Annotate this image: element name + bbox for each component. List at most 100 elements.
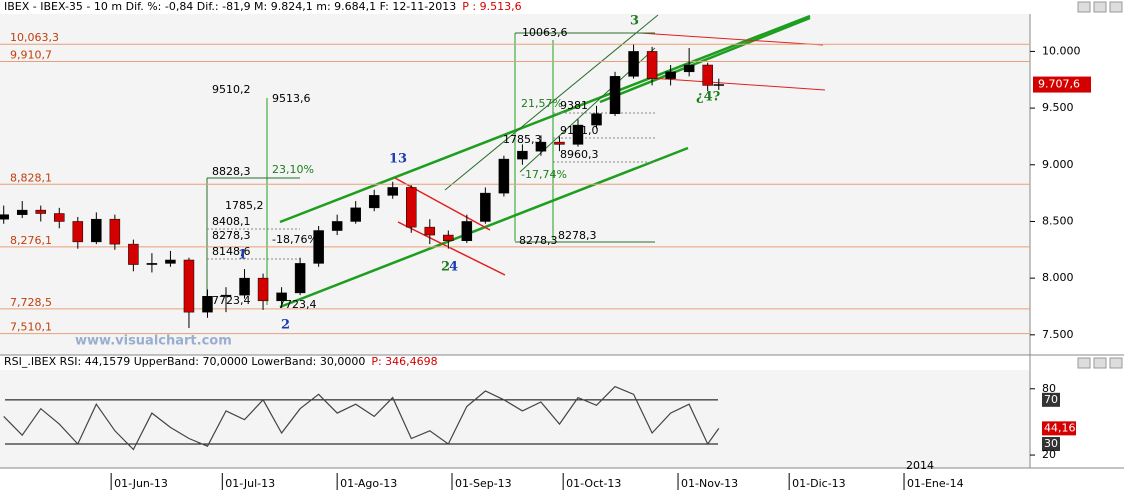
rsi-panel xyxy=(0,370,1030,468)
candle-body xyxy=(517,150,528,160)
y-tick-label: 7.500 xyxy=(1042,328,1074,341)
candle-body xyxy=(294,263,306,294)
candle-body xyxy=(0,214,9,220)
x-tick-label: 01-Ago-13 xyxy=(340,477,397,490)
y-tick-label: 9.500 xyxy=(1042,101,1074,114)
candle-body xyxy=(183,259,195,313)
button[interactable] xyxy=(1109,1,1123,13)
annotation: 3 xyxy=(630,14,639,29)
last-price-box xyxy=(1033,76,1091,93)
button[interactable] xyxy=(1093,1,1107,13)
annotation: 10063,6 xyxy=(522,26,568,39)
annotation: ¿4? xyxy=(696,90,721,105)
annotation: 9513,6 xyxy=(272,92,311,105)
candle-body xyxy=(387,187,398,196)
x-tick-label: 01-Dic-13 xyxy=(792,477,846,490)
trendline xyxy=(279,14,811,224)
annotation: 9510,2 xyxy=(212,83,251,96)
candle-body xyxy=(406,187,417,228)
candle-body xyxy=(72,221,84,243)
button[interactable] xyxy=(1077,357,1091,369)
y-tick-label: 20 xyxy=(1042,448,1056,461)
level-label: 8,276,1 xyxy=(10,234,52,247)
trendline xyxy=(599,16,811,104)
candle-body xyxy=(591,113,602,126)
candle-body xyxy=(713,84,725,86)
annotation: 8408,1 xyxy=(212,215,251,228)
candle-body xyxy=(554,141,565,145)
band-box xyxy=(1042,392,1060,407)
last-value-label: 44,16 xyxy=(1044,421,1076,434)
candle-body xyxy=(165,259,176,264)
x-tick-label: 01-Jul-13 xyxy=(225,477,275,490)
candle-body xyxy=(350,207,361,222)
band-label: 70 xyxy=(1044,393,1058,406)
annotation: 8960,3 xyxy=(560,148,599,161)
candle-body xyxy=(128,243,139,265)
annotation: 1 xyxy=(238,248,247,263)
band-box xyxy=(1042,437,1060,452)
x-tick-label: 01-Oct-13 xyxy=(566,477,621,490)
candle-body xyxy=(109,218,121,245)
x-tick-label: 01-Sep-13 xyxy=(455,477,512,490)
candle-body xyxy=(313,230,324,264)
annotation: 8278,3 xyxy=(212,229,251,242)
candle-body xyxy=(498,158,510,194)
candle-body xyxy=(683,64,695,73)
annotation: 2 xyxy=(281,318,290,333)
button[interactable] xyxy=(1093,357,1107,369)
annotation: 1785,3 xyxy=(503,133,542,146)
trendline xyxy=(639,32,824,46)
candle-body xyxy=(480,192,491,222)
candle-body xyxy=(628,51,639,77)
trendline xyxy=(649,77,826,91)
year-marker: 2014 xyxy=(906,459,934,472)
window-buttons[interactable] xyxy=(1077,1,1123,369)
candle-body xyxy=(702,64,713,86)
annotation: -18,76% xyxy=(272,233,318,246)
candle-body xyxy=(54,213,65,222)
annotation: 23,10% xyxy=(272,163,314,176)
level-label: 8,828,1 xyxy=(10,171,52,184)
annotation: 8148,6 xyxy=(212,245,251,258)
x-tick-label: 01-Nov-13 xyxy=(681,477,738,490)
annotation: www.visualchart.com xyxy=(75,334,232,349)
button[interactable] xyxy=(1109,357,1123,369)
level-label: 10,063,3 xyxy=(10,31,59,44)
header-text: RSI_.IBEX RSI: 44,1579 UpperBand: 70,000… xyxy=(4,355,365,368)
candle-body xyxy=(368,195,380,209)
candle-body xyxy=(16,209,28,215)
candle-body xyxy=(202,296,213,313)
y-tick-label: 10.000 xyxy=(1042,44,1081,57)
last-value-box xyxy=(1042,421,1076,436)
y-tick-label: 9.000 xyxy=(1042,158,1074,171)
annotation: 9381 xyxy=(560,99,588,112)
y-tick-label: 8.000 xyxy=(1042,271,1074,284)
annotation: 9171,0 xyxy=(560,124,599,137)
level-label: 9,910,7 xyxy=(10,49,52,62)
candle-body xyxy=(257,277,269,302)
annotation: 1785,2 xyxy=(225,199,264,212)
annotation: 4 xyxy=(449,260,458,275)
header-price: P : 9.513,6 xyxy=(462,0,521,13)
last-price-label: 9.707,6 xyxy=(1038,78,1080,91)
candle-body xyxy=(646,51,658,79)
candle-body xyxy=(146,263,158,265)
candle-body xyxy=(91,218,102,243)
candle-body xyxy=(665,71,676,79)
x-tick-label: 01-Ene-14 xyxy=(907,477,964,490)
candle-body xyxy=(461,221,473,241)
header-text: IBEX - IBEX-35 - 10 m Dif. %: -0,84 Dif.… xyxy=(4,0,456,13)
candle-body xyxy=(276,292,287,302)
rsi-line xyxy=(3,385,720,451)
candle-body xyxy=(572,124,584,145)
annotation: 13 xyxy=(389,152,407,167)
trendline xyxy=(397,221,506,276)
annotation: 8828,3 xyxy=(212,165,251,178)
x-tick-label: 01-Jun-13 xyxy=(114,477,168,490)
annotation: 2 xyxy=(441,260,450,275)
button[interactable] xyxy=(1077,1,1091,13)
candle-body xyxy=(239,277,250,296)
level-label: 7,728,5 xyxy=(10,296,52,309)
